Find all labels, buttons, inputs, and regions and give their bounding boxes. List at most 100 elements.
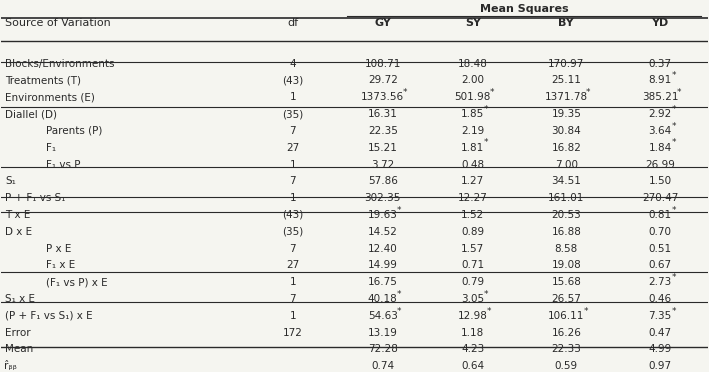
- Text: 7: 7: [289, 244, 296, 254]
- Text: *: *: [397, 290, 401, 299]
- Text: 15.21: 15.21: [368, 143, 398, 153]
- Text: 0.51: 0.51: [648, 244, 671, 254]
- Text: 57.86: 57.86: [368, 176, 398, 186]
- Text: 26.99: 26.99: [645, 160, 675, 170]
- Text: 2.00: 2.00: [462, 76, 484, 86]
- Text: *: *: [671, 138, 676, 147]
- Text: 0.48: 0.48: [462, 160, 484, 170]
- Text: 7.35: 7.35: [648, 311, 671, 321]
- Text: Mean Squares: Mean Squares: [480, 4, 569, 14]
- Text: *: *: [671, 122, 676, 131]
- Text: *: *: [586, 88, 591, 97]
- Text: *: *: [677, 88, 681, 97]
- Text: 1.27: 1.27: [461, 176, 484, 186]
- Text: (35): (35): [282, 109, 303, 119]
- Text: 27: 27: [286, 143, 299, 153]
- Text: Diallel (D): Diallel (D): [5, 109, 57, 119]
- Text: 1.52: 1.52: [461, 210, 484, 220]
- Text: 0.97: 0.97: [648, 361, 671, 371]
- Text: Treatments (T): Treatments (T): [5, 76, 81, 86]
- Text: 12.98: 12.98: [458, 311, 488, 321]
- Text: 2.92: 2.92: [648, 109, 671, 119]
- Text: 0.67: 0.67: [648, 260, 671, 270]
- Text: 7.00: 7.00: [555, 160, 578, 170]
- Text: 1.85: 1.85: [461, 109, 484, 119]
- Text: 22.33: 22.33: [552, 344, 581, 355]
- Text: 25.11: 25.11: [552, 76, 581, 86]
- Text: 40.18: 40.18: [368, 294, 398, 304]
- Text: 501.98: 501.98: [454, 92, 491, 102]
- Text: 1: 1: [289, 277, 296, 287]
- Text: *: *: [484, 105, 489, 114]
- Text: 1.50: 1.50: [648, 176, 671, 186]
- Text: *: *: [671, 71, 676, 80]
- Text: 161.01: 161.01: [548, 193, 584, 203]
- Text: 1: 1: [289, 160, 296, 170]
- Text: 2.73: 2.73: [648, 277, 671, 287]
- Text: 302.35: 302.35: [364, 193, 401, 203]
- Text: 16.75: 16.75: [368, 277, 398, 287]
- Text: F₁ x E: F₁ x E: [33, 260, 75, 270]
- Text: 3.64: 3.64: [648, 126, 671, 136]
- Text: 7: 7: [289, 294, 296, 304]
- Text: 3.05: 3.05: [462, 294, 484, 304]
- Text: 270.47: 270.47: [642, 193, 678, 203]
- Text: 16.88: 16.88: [552, 227, 581, 237]
- Text: 7: 7: [289, 176, 296, 186]
- Text: 1: 1: [289, 92, 296, 102]
- Text: Source of Variation: Source of Variation: [5, 18, 111, 28]
- Text: (35): (35): [282, 227, 303, 237]
- Text: 0.71: 0.71: [462, 260, 484, 270]
- Text: 1.57: 1.57: [461, 244, 484, 254]
- Text: *: *: [671, 307, 676, 316]
- Text: *: *: [484, 290, 489, 299]
- Text: Error: Error: [5, 328, 30, 338]
- Text: 108.71: 108.71: [364, 59, 401, 68]
- Text: 106.11: 106.11: [548, 311, 584, 321]
- Text: S₁ x E: S₁ x E: [5, 294, 35, 304]
- Text: 19.35: 19.35: [552, 109, 581, 119]
- Text: 16.26: 16.26: [552, 328, 581, 338]
- Text: 1373.56: 1373.56: [361, 92, 404, 102]
- Text: (F₁ vs P) x E: (F₁ vs P) x E: [33, 277, 108, 287]
- Text: 26.57: 26.57: [552, 294, 581, 304]
- Text: 20.53: 20.53: [552, 210, 581, 220]
- Text: 1.81: 1.81: [461, 143, 484, 153]
- Text: *: *: [484, 138, 489, 147]
- Text: 0.64: 0.64: [462, 361, 484, 371]
- Text: Parents (P): Parents (P): [33, 126, 103, 136]
- Text: 1: 1: [289, 193, 296, 203]
- Text: (43): (43): [282, 76, 303, 86]
- Text: 12.40: 12.40: [368, 244, 398, 254]
- Text: S₁: S₁: [5, 176, 16, 186]
- Text: 172: 172: [283, 328, 303, 338]
- Text: YD: YD: [652, 18, 669, 28]
- Text: F₁ vs P: F₁ vs P: [33, 160, 81, 170]
- Text: P x E: P x E: [33, 244, 72, 254]
- Text: 19.63: 19.63: [368, 210, 398, 220]
- Text: 2.19: 2.19: [461, 126, 484, 136]
- Text: 0.89: 0.89: [462, 227, 484, 237]
- Text: 0.74: 0.74: [372, 361, 394, 371]
- Text: 1371.78: 1371.78: [545, 92, 588, 102]
- Text: 385.21: 385.21: [642, 92, 679, 102]
- Text: (43): (43): [282, 210, 303, 220]
- Text: F₁: F₁: [33, 143, 56, 153]
- Text: *: *: [671, 105, 676, 114]
- Text: GY: GY: [374, 18, 391, 28]
- Text: 3.72: 3.72: [371, 160, 394, 170]
- Text: 0.46: 0.46: [648, 294, 671, 304]
- Text: 1.18: 1.18: [461, 328, 484, 338]
- Text: 0.79: 0.79: [462, 277, 484, 287]
- Text: 1.84: 1.84: [648, 143, 671, 153]
- Text: 0.37: 0.37: [648, 59, 671, 68]
- Text: 30.84: 30.84: [552, 126, 581, 136]
- Text: 14.52: 14.52: [368, 227, 398, 237]
- Text: 4.23: 4.23: [461, 344, 484, 355]
- Text: *: *: [671, 273, 676, 282]
- Text: 170.97: 170.97: [548, 59, 584, 68]
- Text: T x E: T x E: [5, 210, 30, 220]
- Text: (P + F₁ vs S₁) x E: (P + F₁ vs S₁) x E: [5, 311, 93, 321]
- Text: *: *: [397, 206, 401, 215]
- Text: 15.68: 15.68: [552, 277, 581, 287]
